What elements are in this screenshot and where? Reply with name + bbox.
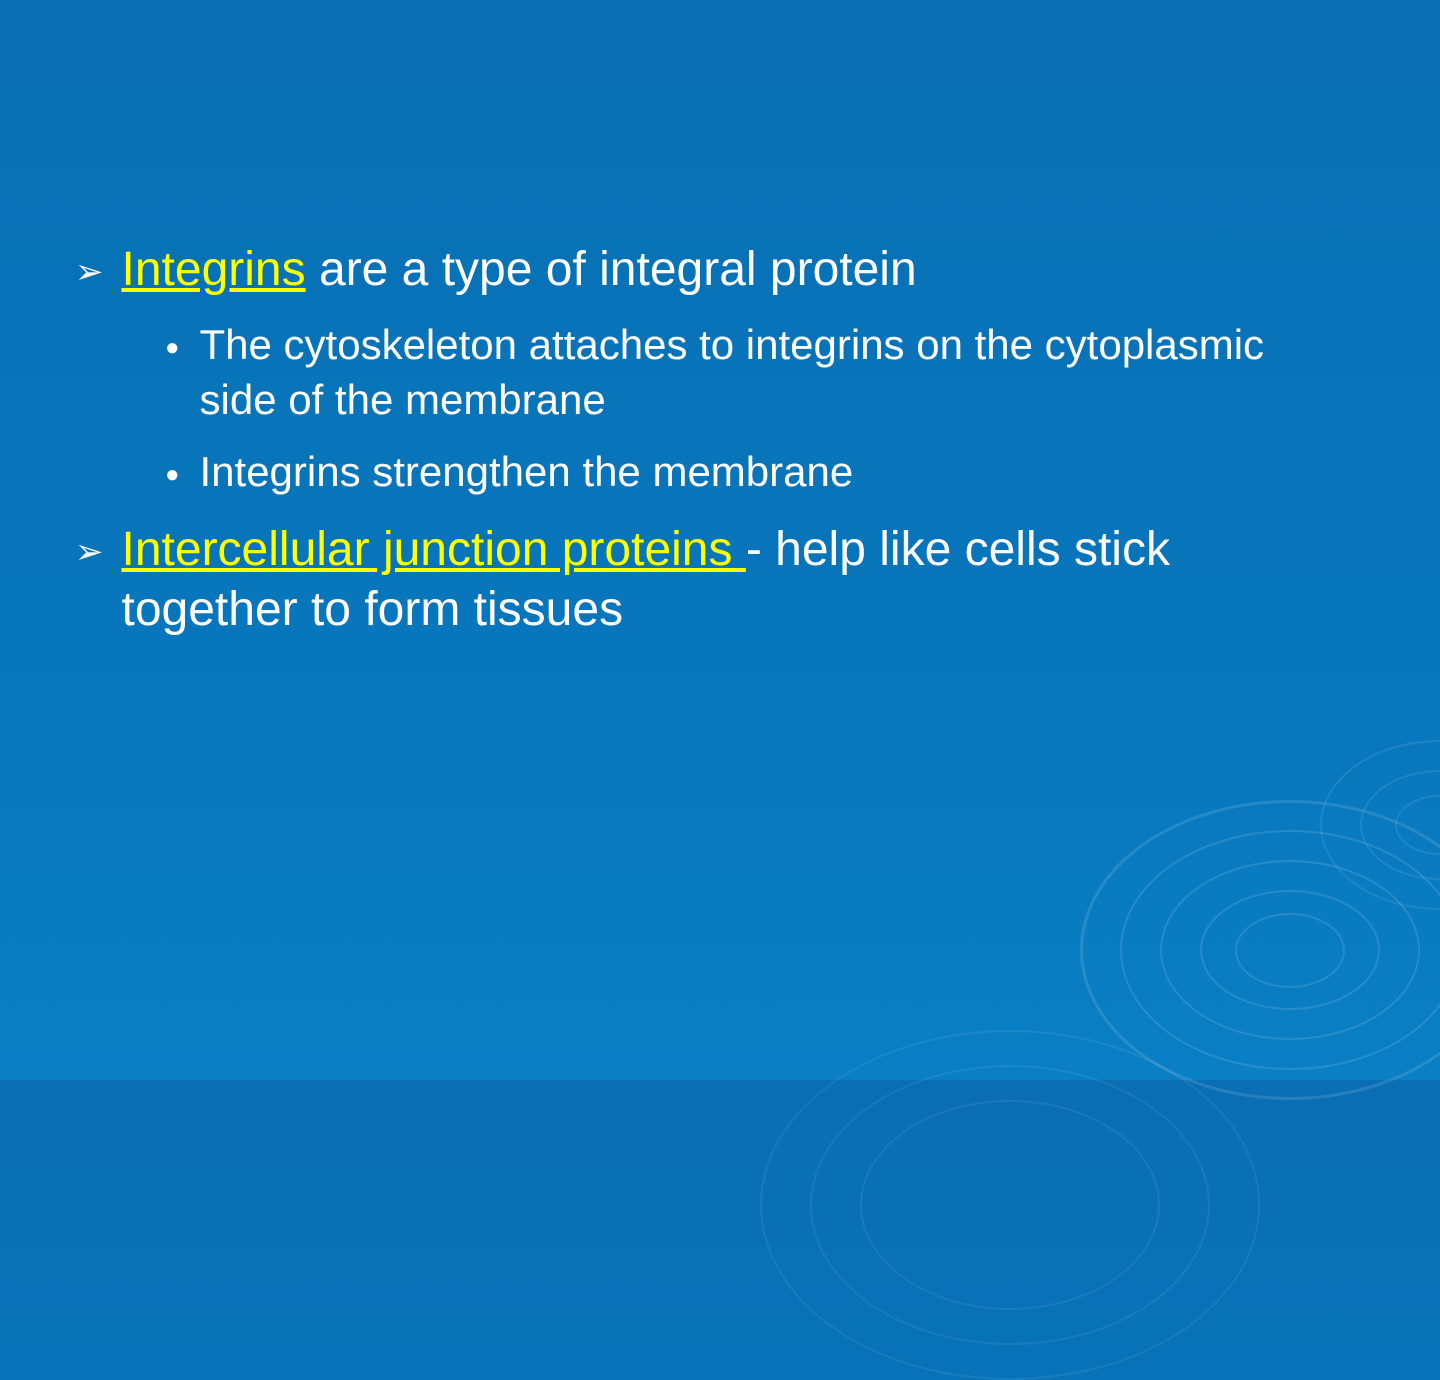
sub-text-1-2: Integrins strengthen the membrane [200,445,854,500]
dot-bullet-icon: ● [165,334,180,362]
slide-content: ➢ Integrins are a type of integral prote… [0,0,1440,640]
highlight-term-1: Integrins [122,243,306,296]
decorative-ripples [820,700,1440,1200]
bullet-item-1: ➢ Integrins are a type of integral prote… [75,240,1350,300]
dot-bullet-icon: ● [165,461,180,489]
sub-item-1-2: ● Integrins strengthen the membrane [165,445,1350,500]
arrow-bullet-icon: ➢ [75,252,104,292]
highlight-term-2: Intercellular junction proteins [122,523,746,576]
bullet-rest-1: are a type of integral protein [306,243,917,296]
sub-item-1-1: ● The cytoskeleton attaches to integrins… [165,318,1350,427]
bullet-text-1: Integrins are a type of integral protein [122,240,917,300]
bullet-item-2: ➢ Intercellular junction proteins - help… [75,520,1350,640]
bullet-text-2: Intercellular junction proteins - help l… [122,520,1351,640]
sub-list-1: ● The cytoskeleton attaches to integrins… [165,318,1350,500]
sub-text-1-1: The cytoskeleton attaches to integrins o… [200,318,1351,427]
arrow-bullet-icon: ➢ [75,532,104,572]
